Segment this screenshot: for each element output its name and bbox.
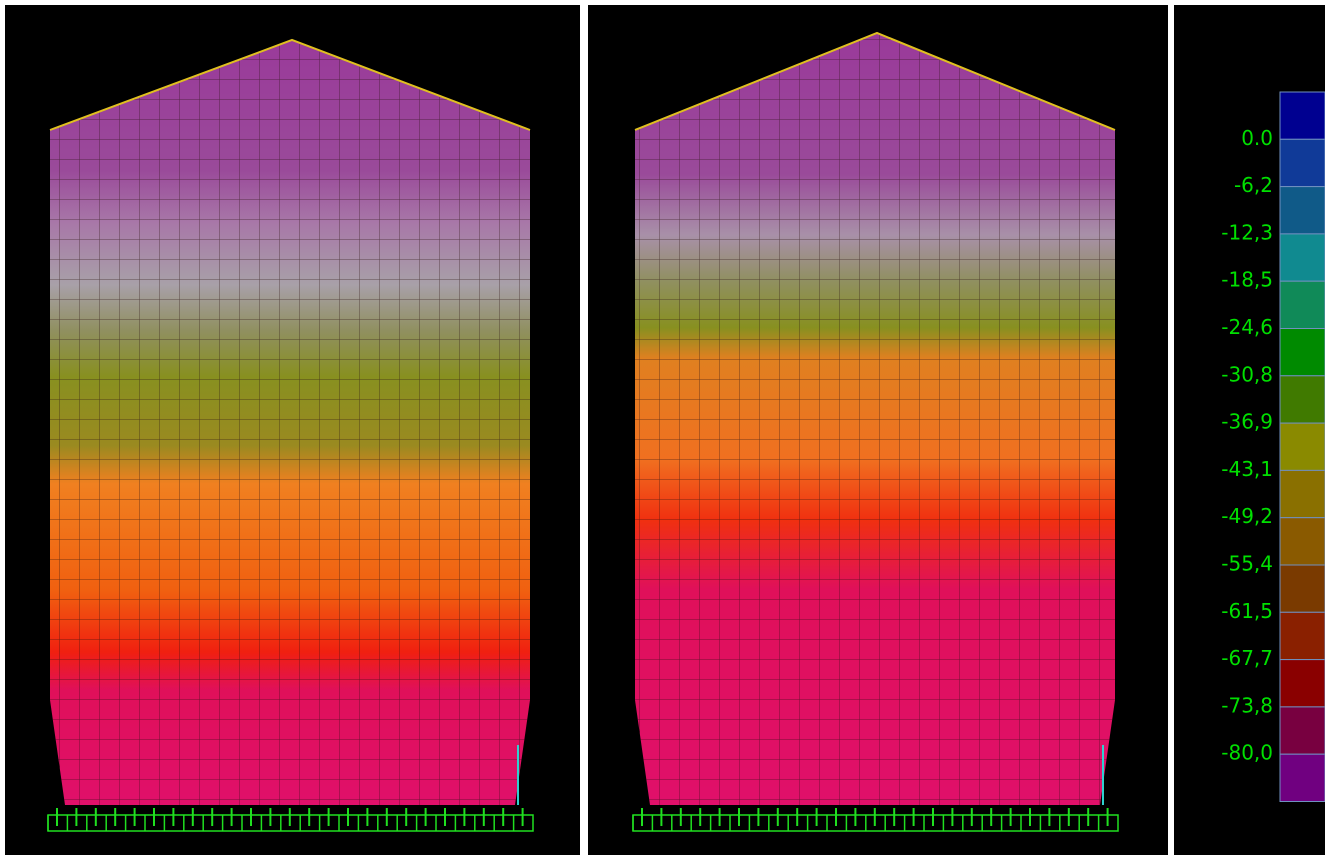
legend-label: -43,1 — [1221, 457, 1273, 481]
legend-label: -12,3 — [1221, 220, 1273, 244]
mesh-grid — [50, 40, 530, 805]
legend-label: -61,5 — [1221, 599, 1273, 623]
legend-swatch — [1280, 234, 1325, 281]
legend-label: -18,5 — [1221, 268, 1273, 292]
legend-label: -49,2 — [1221, 504, 1273, 528]
legend-swatch — [1280, 376, 1325, 423]
legend-label: -73,8 — [1221, 693, 1273, 717]
legend-label: 0.0 — [1241, 126, 1273, 150]
legend-swatch — [1280, 423, 1325, 470]
legend-swatch — [1280, 281, 1325, 328]
legend-swatch — [1280, 660, 1325, 707]
legend-swatch — [1280, 754, 1325, 801]
legend-swatch — [1280, 470, 1325, 517]
legend-swatch — [1280, 518, 1325, 565]
legend-label: -36,9 — [1221, 410, 1273, 434]
legend-label: -24,6 — [1221, 315, 1273, 339]
legend-label: -55,4 — [1221, 552, 1273, 576]
legend-swatch — [1280, 707, 1325, 754]
legend-swatch — [1280, 92, 1325, 139]
mesh-grid — [635, 33, 1115, 805]
legend-swatch — [1280, 187, 1325, 234]
legend-swatch — [1280, 139, 1325, 186]
legend-swatch — [1280, 612, 1325, 659]
legend-swatch — [1280, 329, 1325, 376]
screenshot: 0.0 -6,2 -12,3 -18,5 -24,6 -30,8 -36,9 -43,1 -49… — [0, 0, 1325, 858]
legend-swatch — [1280, 565, 1325, 612]
legend-label: -6,2 — [1234, 173, 1273, 197]
legend-label: -80,0 — [1221, 741, 1273, 765]
legend-label: -30,8 — [1221, 362, 1273, 386]
legend-label: -67,7 — [1221, 646, 1273, 670]
